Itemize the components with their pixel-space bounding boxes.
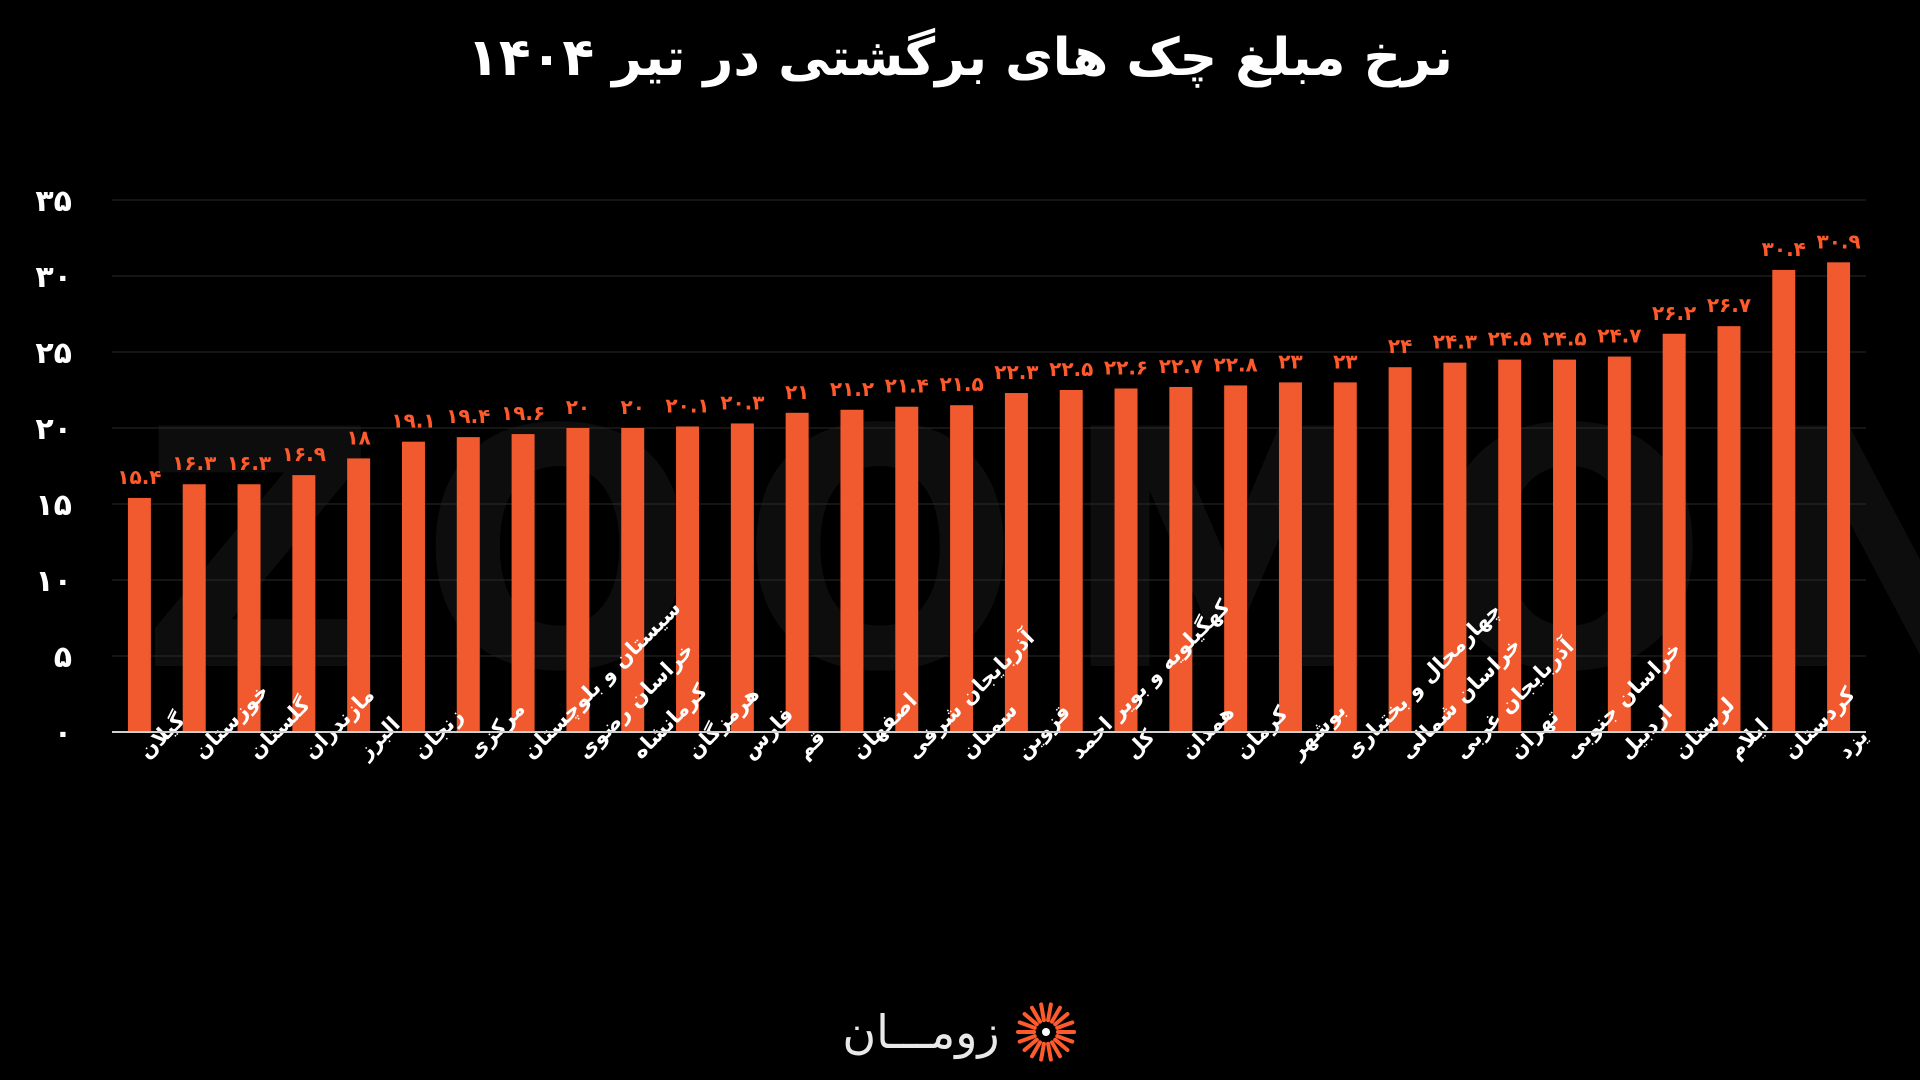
- bar: [1772, 269, 1796, 732]
- bar: [1278, 382, 1302, 732]
- sunburst-ray: [1045, 1002, 1053, 1023]
- bar: [1059, 390, 1083, 732]
- bar: [1388, 367, 1412, 732]
- value-label: ۱۸: [346, 425, 370, 449]
- bar: [401, 441, 425, 732]
- y-tick-label: ۰: [54, 716, 72, 751]
- sunburst-ray: [1022, 1037, 1039, 1052]
- value-label: ۲۱.۴: [885, 374, 929, 398]
- value-labels: ۱۵.۴ ۱۶.۳ ۱۶.۳ ۱۶.۹ ۱۸ ۱۹.۱ ۱۹.۴ ۱۹.۶ ۲۰ ۲۰ ۲۰.۱ ۲۰…: [117, 229, 1860, 489]
- bar: [730, 423, 754, 732]
- bar: [182, 484, 206, 732]
- value-label: ۲۶.۷: [1707, 293, 1751, 317]
- bar: [950, 405, 974, 732]
- value-label: ۱۶.۹: [282, 442, 326, 466]
- bar: [1169, 386, 1193, 732]
- gridlines: [112, 199, 1866, 657]
- value-label: ۱۹.۱: [391, 409, 435, 433]
- sunburst-ray: [1052, 1012, 1070, 1027]
- bar: [1333, 382, 1357, 732]
- bar: [511, 434, 535, 732]
- y-tick-label: ۳۵: [35, 184, 72, 219]
- value-label: ۲۰: [566, 395, 590, 419]
- bar: [621, 428, 645, 732]
- value-label: ۲۱.۲: [830, 377, 874, 401]
- bar: [237, 484, 261, 732]
- y-tick-label: ۱۵: [35, 488, 72, 523]
- value-label: ۲۳: [1278, 349, 1302, 373]
- value-label: ۲۰.۱: [665, 393, 709, 417]
- bar: [566, 428, 590, 732]
- sunburst-ray: [1049, 1040, 1062, 1059]
- sunburst-ray: [1022, 1012, 1039, 1027]
- value-label: ۲۰.۳: [720, 390, 764, 414]
- value-label: ۲۱.۵: [939, 372, 983, 396]
- value-label: ۲۴.۵: [1542, 327, 1586, 351]
- value-label: ۲۰: [621, 395, 645, 419]
- y-tick-label: ۱۰: [35, 564, 72, 599]
- bar: [1443, 362, 1467, 732]
- sunburst-ray: [1054, 1034, 1074, 1044]
- bar: [1827, 262, 1851, 732]
- bar: [895, 406, 919, 732]
- bar: [1662, 333, 1686, 732]
- sunburst-ray: [1029, 1040, 1042, 1059]
- bar: [292, 475, 316, 732]
- y-tick-label: ۲۰: [35, 412, 72, 447]
- chart-title: نرخ مبلغ چک های برگشتی در تیر ۱۴۰۴: [467, 28, 1453, 88]
- value-label: ۲۱: [785, 380, 809, 404]
- bar: [1553, 359, 1577, 732]
- value-label: ۳۰.۴: [1762, 237, 1806, 261]
- value-label: ۲۲.۶: [1104, 355, 1148, 379]
- value-label: ۲۲.۵: [1049, 357, 1093, 381]
- bar: [1607, 356, 1631, 732]
- value-label: ۲۶.۲: [1652, 301, 1696, 325]
- bar: [785, 412, 809, 732]
- sunburst-ray: [1017, 1020, 1037, 1030]
- bar: [1498, 359, 1522, 732]
- y-axis-ticks: ۰ ۵ ۱۰ ۱۵ ۲۰ ۲۵ ۳۰ ۳۵: [35, 184, 72, 751]
- brand-sunburst-icon: [1015, 1002, 1076, 1062]
- bar: [1717, 326, 1741, 732]
- value-label: ۲۳: [1333, 349, 1357, 373]
- value-label: ۲۲.۷: [1159, 354, 1203, 378]
- value-label: ۲۴.۵: [1488, 327, 1532, 351]
- value-label: ۱۶.۳: [172, 451, 216, 475]
- value-label: ۱۹.۴: [446, 404, 490, 428]
- value-label: ۲۲.۳: [994, 360, 1038, 384]
- value-label: ۱۶.۳: [227, 451, 271, 475]
- value-label: ۲۴.۳: [1433, 330, 1477, 354]
- bar: [676, 426, 700, 732]
- value-label: ۲۴: [1388, 334, 1412, 358]
- bar: [840, 409, 864, 732]
- sunburst-ray: [1052, 1037, 1070, 1052]
- bar: [1224, 385, 1248, 732]
- y-tick-label: ۲۵: [35, 336, 72, 371]
- value-label: ۲۲.۸: [1214, 352, 1258, 376]
- sunburst-ray: [1049, 1005, 1062, 1024]
- y-tick-label: ۳۰: [35, 260, 72, 295]
- value-label: ۱۵.۴: [117, 465, 161, 489]
- sunburst-ray: [1038, 1041, 1046, 1062]
- bar: [456, 437, 480, 732]
- bar: [1004, 393, 1028, 732]
- value-label: ۱۹.۶: [501, 401, 545, 425]
- brand-name: زومـــان: [842, 1005, 1000, 1059]
- bars: [127, 262, 1851, 732]
- sunburst-ray: [1029, 1005, 1042, 1024]
- value-label: ۲۴.۷: [1597, 324, 1641, 348]
- bar: [1114, 388, 1138, 732]
- sunburst-ray: [1017, 1034, 1037, 1044]
- sunburst-ray: [1038, 1002, 1046, 1023]
- brand-logo: زومـــان: [0, 1000, 1920, 1064]
- bar: [347, 458, 371, 732]
- bar: [127, 497, 151, 732]
- sunburst-ray: [1054, 1020, 1074, 1030]
- y-tick-label: ۵: [54, 640, 72, 675]
- sunburst-ray: [1045, 1041, 1053, 1062]
- value-label: ۳۰.۹: [1816, 229, 1860, 253]
